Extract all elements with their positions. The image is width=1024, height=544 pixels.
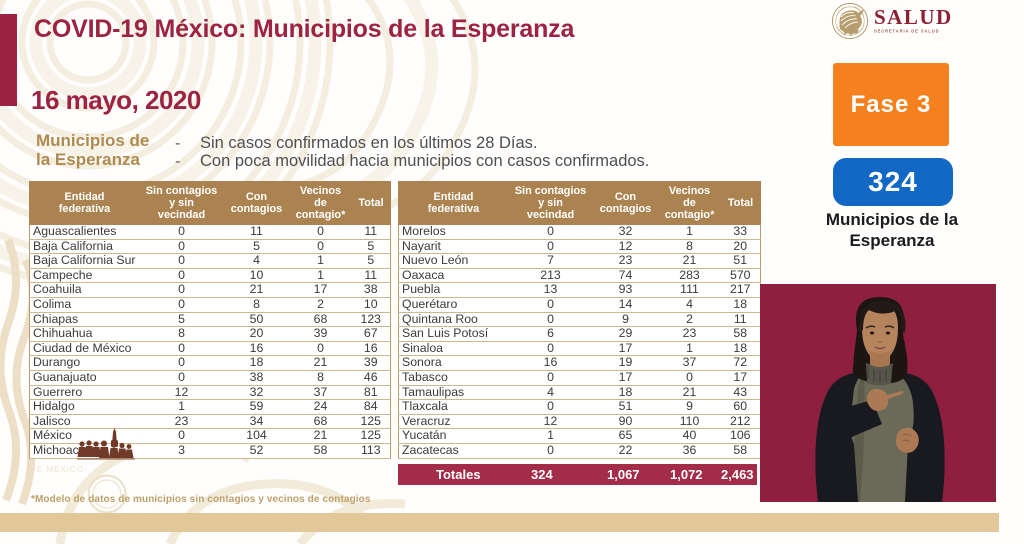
svg-text:DE MEXICO: DE MEXICO (30, 465, 84, 474)
